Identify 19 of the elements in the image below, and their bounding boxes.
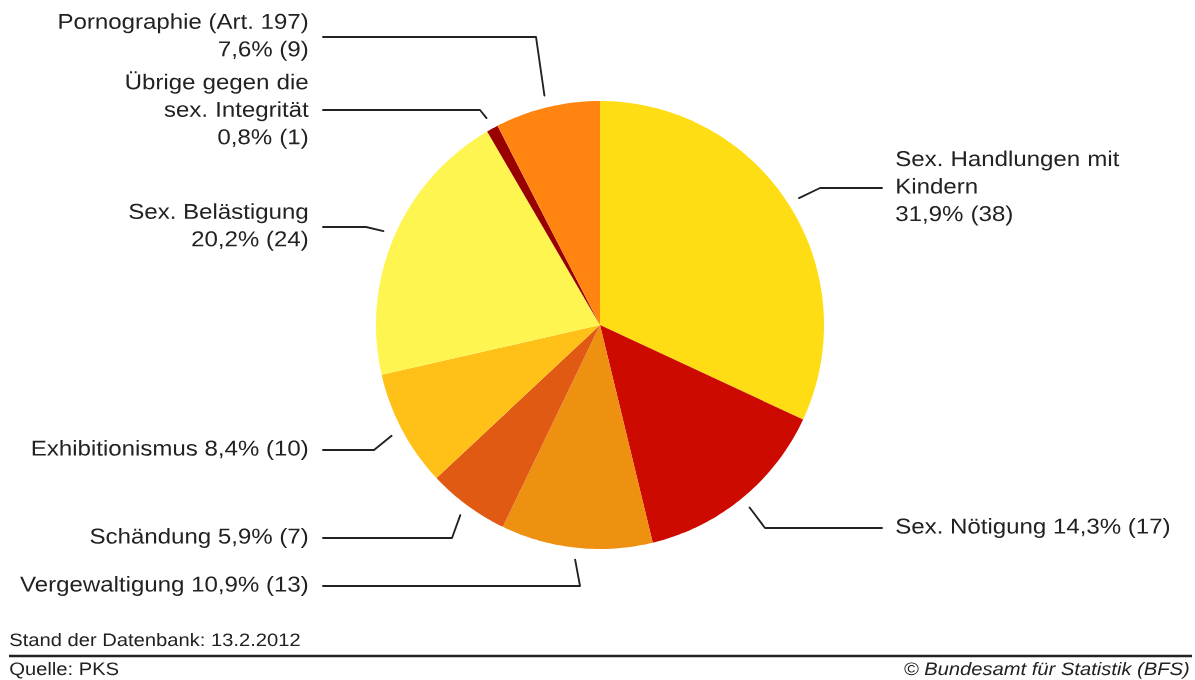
data-label: 20,2% (24) — [192, 230, 308, 251]
data-label: 8,4% (10) — [205, 439, 308, 460]
slice-label: Sex. Nötigung — [896, 517, 1045, 538]
data-label: 14,3% (17) — [1054, 517, 1170, 538]
slice-label: Übrige gegen die sex. Integrität — [126, 71, 309, 122]
source-note: Quelle: PKS — [10, 661, 119, 679]
slice-label: Schändung — [90, 527, 210, 548]
slice-label: Vergewaltigung — [20, 575, 183, 596]
data-label: 10,9% (13) — [192, 575, 308, 596]
data-label: 5,9% (7) — [218, 527, 308, 548]
data-label: 31,9% (38) — [896, 205, 1012, 226]
slice-label: Pornographie (Art. 197) — [59, 13, 308, 34]
text: Stand der Datenbank: 13.2.2012 — [10, 632, 300, 647]
data-label: 0,8% (1) — [218, 128, 308, 149]
slice-label: Exhibitionismus — [32, 439, 197, 456]
slice-label: Sex. Handlungen mit Kindern — [896, 150, 1120, 194]
text: © Bundesamt für Statistik (BFS) — [904, 661, 1189, 679]
slice-label: Sex. Belästigung — [129, 203, 308, 224]
data-label: 7,6% (9) — [219, 40, 308, 61]
